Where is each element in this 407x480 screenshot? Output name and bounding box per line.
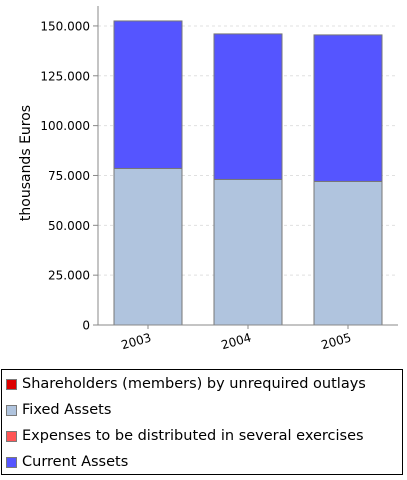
y-tick-label: 100.000 (40, 119, 90, 133)
bar-chart: 0 25.000 50.000 75.000 100.000 125.000 150.000… (18, 6, 398, 352)
legend-label: Expenses to be distributed in several ex… (22, 428, 364, 444)
y-tick-label: 25.000 (48, 269, 90, 283)
y-tick-label: 150.000 (40, 19, 90, 33)
legend-swatch (6, 456, 17, 468)
bar-fixed-assets-2003 (113, 167, 183, 326)
y-tick-label: 75.000 (48, 169, 90, 183)
bar-current-assets-2004 (213, 33, 283, 180)
legend: Shareholders (members) by unrequired out… (1, 369, 403, 475)
y-axis-label: thousands Euros (18, 105, 34, 221)
legend-label: Fixed Assets (22, 402, 112, 418)
bar-fixed-assets-2004 (213, 178, 283, 326)
bar-current-assets-2003 (113, 20, 183, 169)
x-tick-label: 2003 (120, 330, 153, 352)
x-tick-label: 2005 (320, 330, 353, 352)
y-tick-label: 125.000 (40, 69, 90, 83)
legend-swatch (6, 404, 17, 416)
bar-fixed-assets-2005 (313, 180, 383, 326)
legend-item: Current Assets (6, 451, 128, 473)
legend-item: Fixed Assets (6, 399, 111, 421)
axes: 0 25.000 50.000 75.000 100.000 125.000 150.000… (40, 6, 398, 352)
bar-current-assets-2005 (313, 34, 383, 182)
legend-swatch (6, 430, 17, 442)
bars (113, 20, 383, 326)
legend-label: Current Assets (22, 454, 129, 470)
legend-item: Shareholders (members) by unrequired out… (6, 373, 366, 395)
x-tick-label: 2004 (220, 330, 253, 352)
legend-swatch (6, 378, 17, 390)
y-tick-label: 0 (82, 319, 90, 333)
y-tick-label: 50.000 (48, 219, 90, 233)
legend-item: Expenses to be distributed in several ex… (6, 425, 364, 447)
legend-label: Shareholders (members) by unrequired out… (22, 376, 366, 392)
